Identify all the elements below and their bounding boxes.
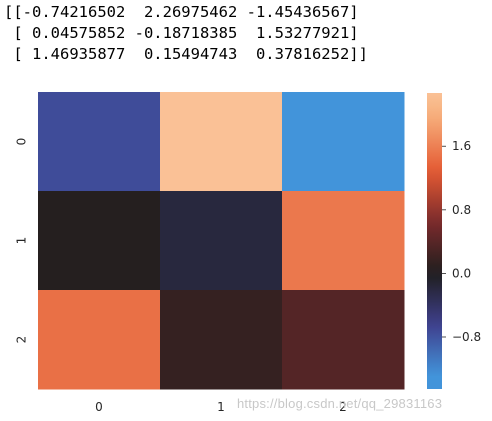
heatmap-cell <box>38 191 161 291</box>
y-tick-label: 0 <box>15 138 29 146</box>
y-tick-label: 1 <box>15 237 29 245</box>
heatmap-cell <box>38 92 161 192</box>
colorbar-tick-label: 0.8 <box>452 203 471 217</box>
watermark-text: https://blog.csdn.net/qq_29831163 <box>237 396 443 411</box>
heatmap-cell <box>160 191 283 291</box>
x-tick-label: 1 <box>217 400 225 414</box>
colorbar-tick-label: 0.0 <box>452 266 471 280</box>
y-tick-label: 2 <box>15 336 29 344</box>
colorbar <box>427 93 442 389</box>
colorbar-tick-label: −0.8 <box>452 330 481 344</box>
array-line: [ 1.46935877 0.15494743 0.37816252]] <box>4 45 368 63</box>
x-axis-ticks: 0 1 2 <box>95 400 347 414</box>
array-line: [[-0.74216502 2.26975462 -1.45436567] <box>4 3 359 21</box>
x-tick-label: 2 <box>339 400 347 414</box>
heatmap-cell <box>38 290 161 390</box>
y-axis-ticks: 0 1 2 <box>15 138 29 344</box>
heatmap-cell <box>282 92 405 192</box>
colorbar-tick-label: 1.6 <box>452 139 471 153</box>
printed-array-output: [[-0.74216502 2.26975462 -1.45436567] [ … <box>4 2 368 65</box>
heatmap-cell <box>160 92 283 192</box>
heatmap-cell <box>282 290 405 390</box>
x-tick-label: 0 <box>95 400 103 414</box>
heatmap-cell <box>282 191 405 291</box>
array-line: [ 0.04575852 -0.18718385 1.53277921] <box>4 24 359 42</box>
heatmap-cells <box>38 92 405 390</box>
heatmap-cell <box>160 290 283 390</box>
colorbar-ticks: −0.8 0.0 0.8 1.6 <box>442 139 481 344</box>
